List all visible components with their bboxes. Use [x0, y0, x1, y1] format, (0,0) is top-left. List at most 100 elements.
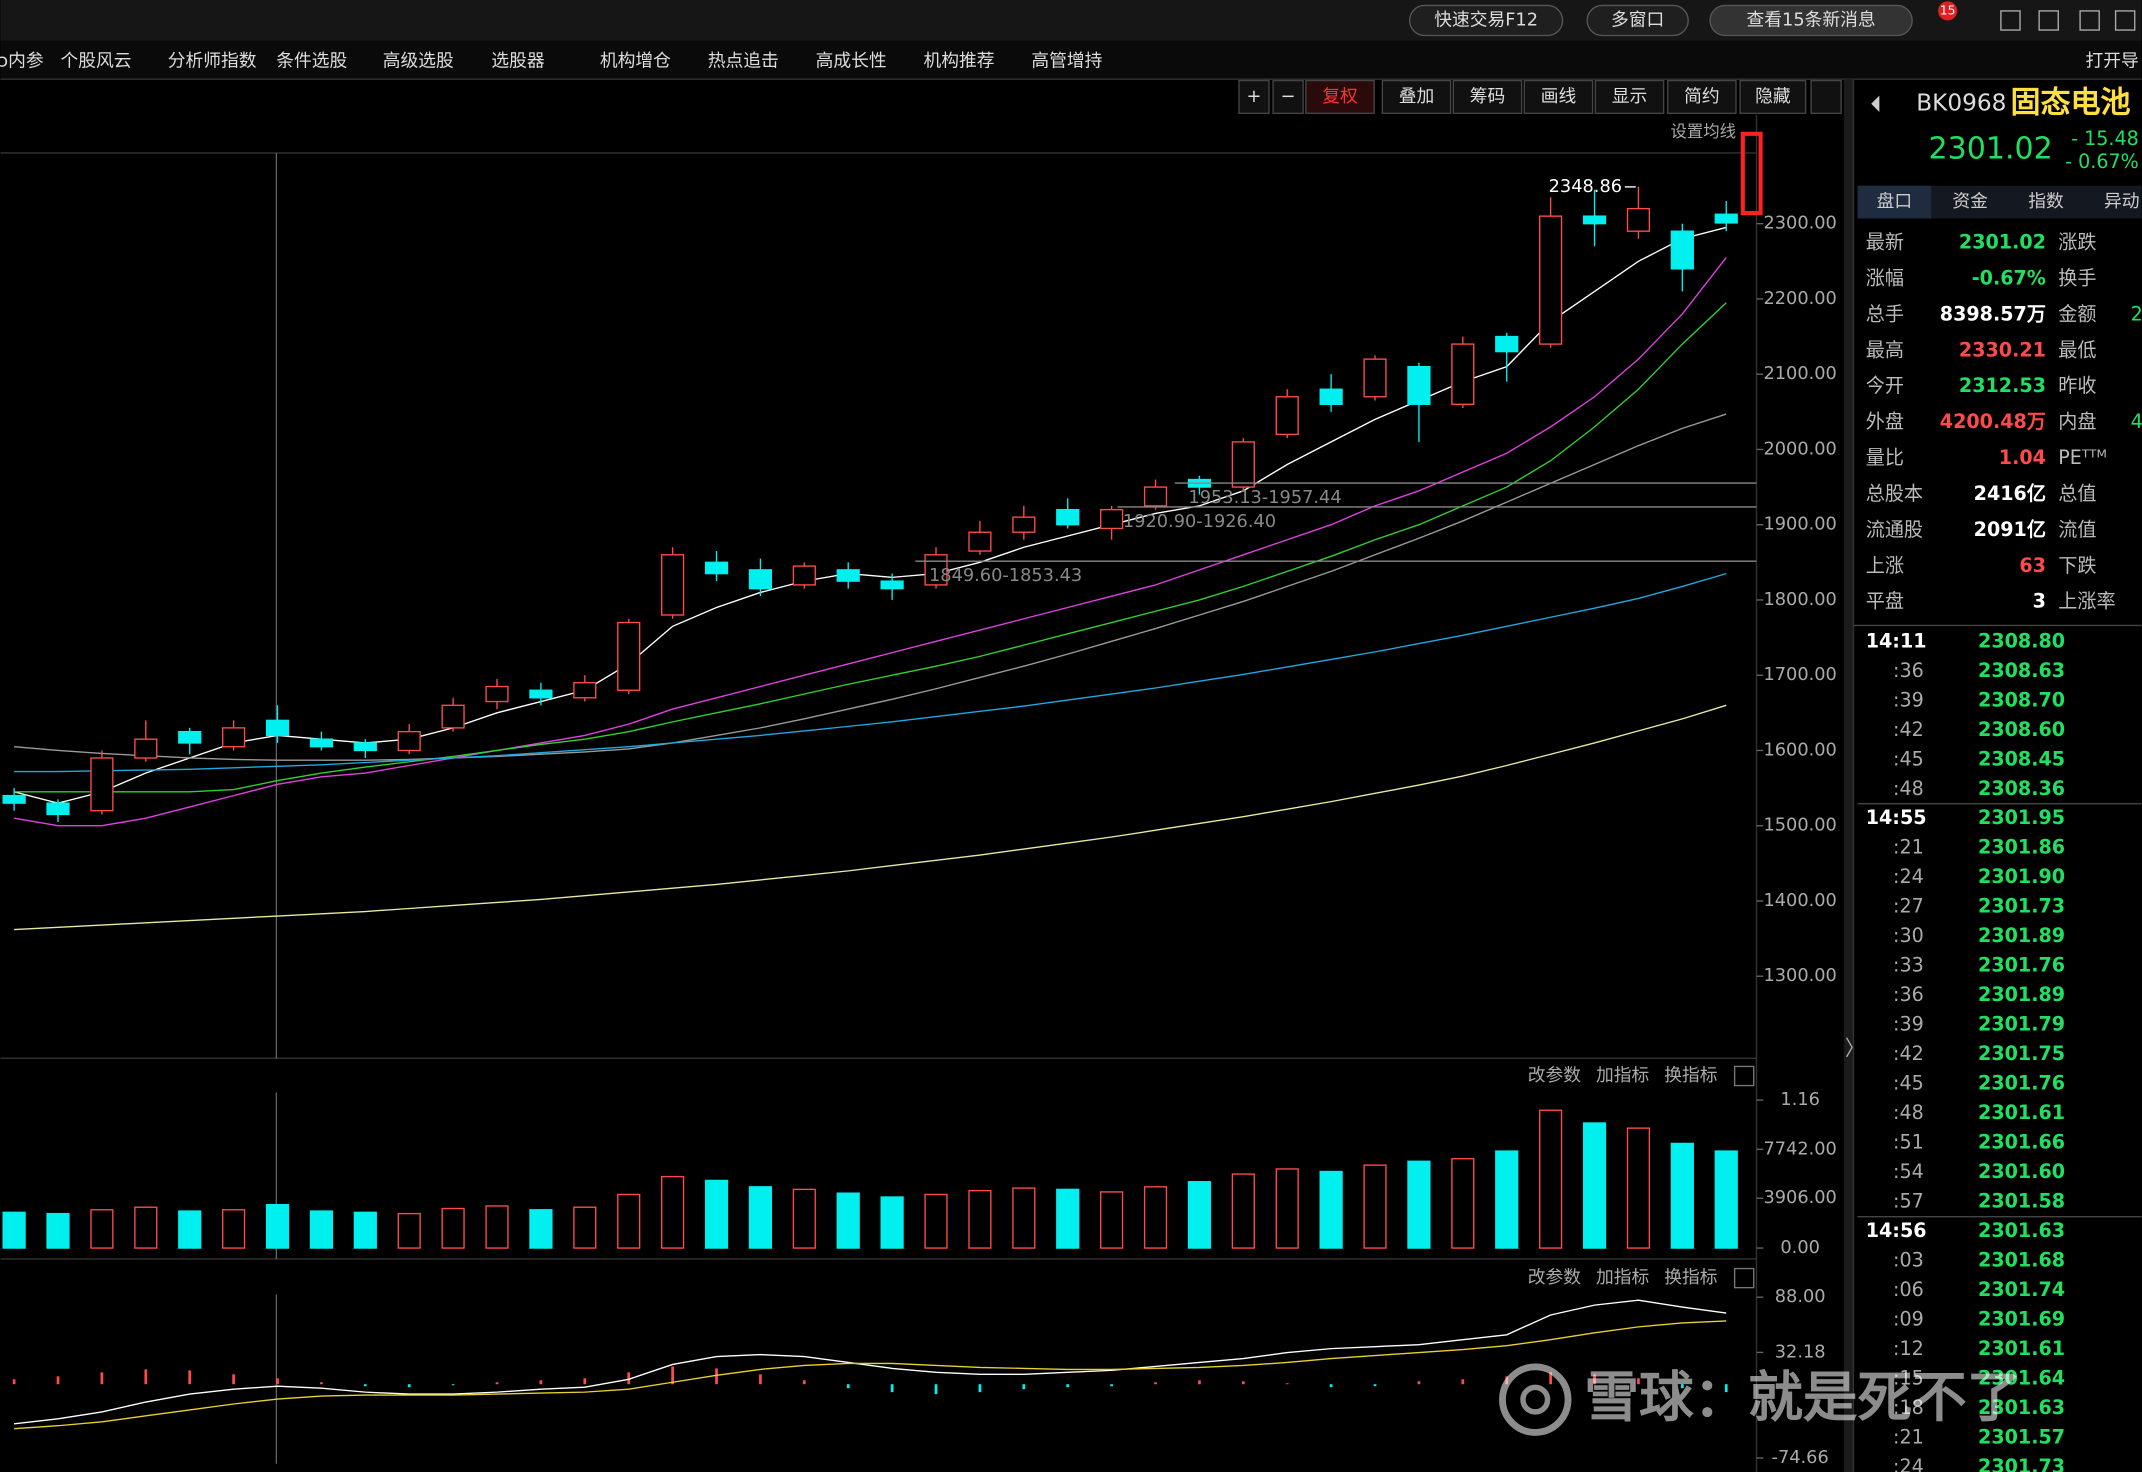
tick-time: :54: [1893, 1160, 1924, 1183]
panel-tool[interactable]: 加指标: [1596, 1267, 1649, 1288]
candle-body: [1451, 343, 1475, 405]
toolbar-label[interactable]: 叠加: [1399, 86, 1435, 107]
window-icon[interactable]: [2079, 10, 2100, 31]
top-button-label[interactable]: 查看15条新消息: [1747, 9, 1876, 30]
toolbar-button[interactable]: [1272, 79, 1304, 115]
tick-time: :21: [1893, 1426, 1924, 1449]
quote-tab[interactable]: 资金: [1952, 191, 1988, 212]
candle-body: [1626, 207, 1651, 232]
menu-item[interactable]: 个股风云: [61, 50, 132, 71]
menu-item[interactable]: 高管增持: [1031, 50, 1102, 71]
stock-code: BK0968: [1916, 89, 2006, 116]
panel-tool[interactable]: 加指标: [1596, 1065, 1649, 1086]
top-button-label[interactable]: 快速交易F12: [1434, 9, 1538, 30]
volume-bar: [397, 1212, 421, 1249]
stock-change-pct: - 0.67%: [2065, 150, 2139, 173]
quote-value: 4: [2131, 410, 2142, 433]
y-tick-label: 1400.00: [1763, 891, 1836, 911]
quote-label: 今开: [1866, 374, 1904, 397]
candle-body: [46, 802, 70, 816]
top-button[interactable]: [1408, 4, 1564, 37]
quote-tab[interactable]: 异动: [2104, 191, 2140, 212]
candle-body: [704, 561, 729, 575]
menu-item[interactable]: 打开导: [2086, 50, 2139, 71]
quote-tab[interactable]: 指数: [2028, 191, 2064, 212]
tick-price: 2308.63: [1978, 659, 2065, 682]
panel-close[interactable]: [1733, 1065, 1755, 1087]
menu-item[interactable]: 机构增仓: [600, 50, 671, 71]
panel-tool[interactable]: 换指标: [1664, 1267, 1717, 1288]
top-button[interactable]: [1709, 4, 1913, 37]
tick-price: 2301.61: [1978, 1101, 2065, 1124]
toolbar-label[interactable]: 隐藏: [1755, 86, 1791, 107]
volume-bar: [880, 1196, 904, 1249]
menu-item[interactable]: 高成长性: [816, 50, 887, 71]
menu-item[interactable]: ɔ内参: [0, 50, 44, 71]
tick-time: :45: [1893, 747, 1924, 770]
quote-label: 内盘: [2058, 410, 2096, 433]
stock-name: 固态电池: [2010, 85, 2130, 120]
toolbar-button[interactable]: [1739, 79, 1807, 115]
splitter[interactable]: [1843, 79, 1854, 1472]
toolbar-button[interactable]: [1238, 79, 1270, 115]
toolbar-label[interactable]: 显示: [1612, 87, 1648, 107]
candle-body: [968, 531, 992, 552]
toolbar-label[interactable]: 筹码: [1470, 86, 1506, 107]
volume-bar: [1319, 1170, 1343, 1249]
panel-close[interactable]: [1733, 1267, 1755, 1289]
tick-time: :33: [1893, 954, 1924, 977]
y-tick-label: 1500.00: [1763, 816, 1836, 836]
tick-time: :42: [1893, 1042, 1924, 1065]
volume-bar: [1582, 1122, 1607, 1249]
back-arrow[interactable]: [1871, 95, 1880, 112]
panel-tool[interactable]: 换指标: [1664, 1065, 1717, 1086]
tick-time: :36: [1893, 659, 1924, 682]
toolbar-button[interactable]: [1667, 79, 1737, 115]
toolbar-label[interactable]: −: [1281, 87, 1296, 107]
tick-time: :21: [1893, 836, 1924, 859]
toolbar-label[interactable]: 简约: [1684, 86, 1720, 107]
menu-item[interactable]: 条件选股: [276, 50, 347, 71]
quote-tab[interactable]: 盘口: [1877, 191, 1913, 212]
candle-body: [441, 704, 465, 729]
top-button-label[interactable]: 多窗口: [1611, 9, 1664, 30]
candle-body: [178, 730, 202, 744]
y-tick-label: 1300.00: [1763, 966, 1836, 986]
menu-item[interactable]: 选股器: [491, 50, 545, 71]
toolbar-button[interactable]: [1523, 79, 1594, 115]
menu-item[interactable]: 机构推荐: [924, 50, 995, 71]
toolbar-label[interactable]: 画线: [1541, 86, 1577, 107]
volume-bar: [968, 1189, 992, 1249]
top-button[interactable]: [1586, 4, 1689, 37]
toolbar-button[interactable]: [1810, 79, 1842, 115]
candle-body: [529, 689, 553, 699]
candle-body: [880, 580, 904, 590]
candle-body: [836, 569, 860, 582]
window-icon[interactable]: [2038, 10, 2059, 31]
tick-time: :42: [1893, 718, 1924, 741]
window-icon[interactable]: [2114, 10, 2136, 31]
tick-time: 14:55: [1866, 806, 1927, 829]
volume-bar: [353, 1211, 377, 1249]
toolbar-button[interactable]: [1452, 79, 1523, 115]
panel-tool[interactable]: 改参数: [1528, 1267, 1582, 1288]
volume-bar: [1100, 1191, 1124, 1249]
menu-item[interactable]: 热点追击: [708, 50, 779, 71]
quote-label: 金额: [2058, 302, 2096, 325]
ma-setting[interactable]: 设置均线: [1670, 122, 1736, 141]
toolbar-button[interactable]: [1381, 79, 1452, 115]
menu-item[interactable]: 高级选股: [383, 50, 454, 71]
tick-price: 2308.60: [1978, 718, 2065, 741]
candle-body: [1407, 365, 1431, 405]
toolbar-label[interactable]: 复权: [1322, 86, 1358, 107]
tick-price: 2301.73: [1978, 1455, 2065, 1472]
volume-bar: [1363, 1164, 1387, 1249]
tick-price: 2301.64: [1978, 1367, 2065, 1390]
toolbar-button[interactable]: [1594, 79, 1665, 115]
indicator-line: [14, 1299, 1727, 1425]
toolbar-label[interactable]: +: [1247, 87, 1262, 107]
panel-tool[interactable]: 改参数: [1528, 1065, 1582, 1086]
window-icon[interactable]: [2000, 10, 2021, 31]
toolbar-button[interactable]: [1305, 79, 1375, 115]
menu-item[interactable]: 分析师指数: [168, 50, 257, 71]
